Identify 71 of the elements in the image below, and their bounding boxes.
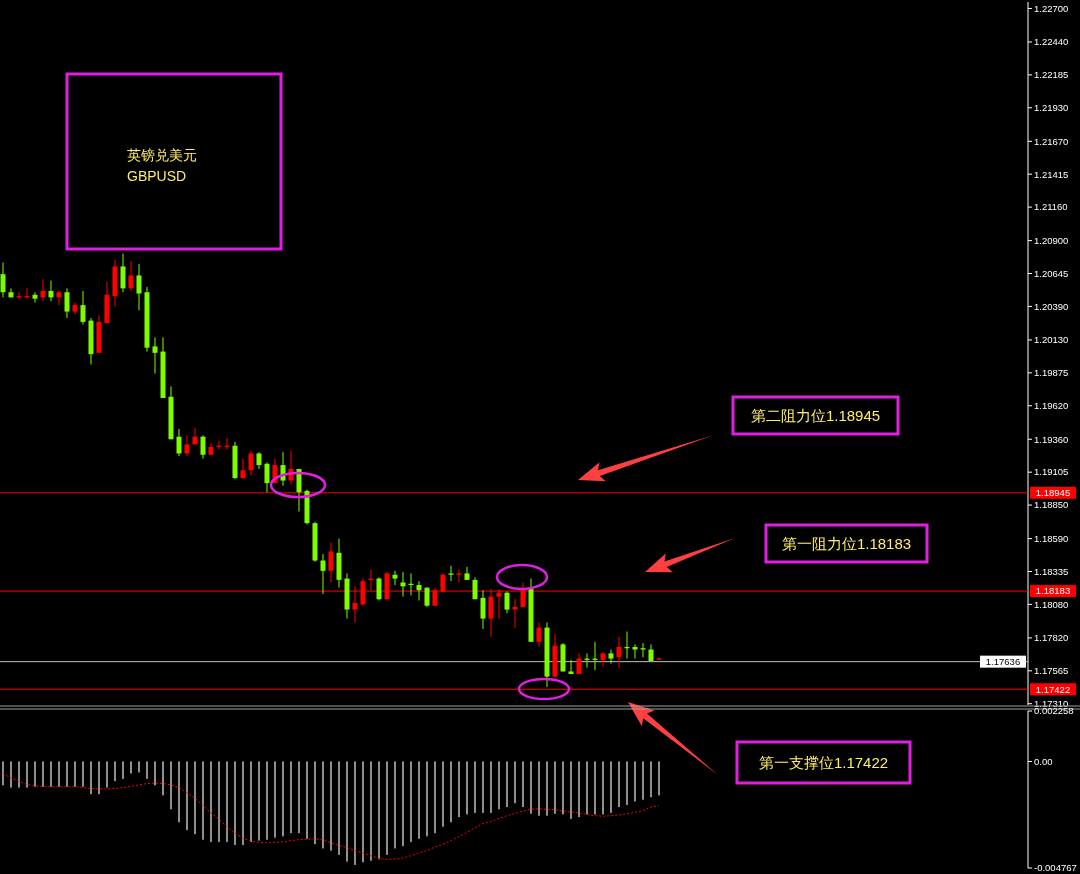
candlestick [600,651,606,667]
candlestick [176,428,182,457]
candlestick [416,580,422,602]
candlestick [32,291,38,304]
y-tick-label: 1.19620 [1034,400,1069,412]
ref-line-label: 1.18183 [1035,585,1071,597]
ref-line-label: 1.17636 [985,655,1021,667]
line-series [2,773,660,860]
y-tick-label: 1.19105 [1034,466,1069,478]
y-tick-label: -0.004767 [1034,862,1077,874]
candlestick [184,434,190,457]
y-tick-label: 1.19360 [1034,433,1069,445]
candlestick [328,541,334,583]
y-tick-label: 1.18335 [1034,565,1069,577]
candlestick [192,427,198,445]
candlestick [264,462,270,493]
candlestick [448,565,454,582]
candlestick [56,290,62,306]
candlestick [632,643,638,660]
candlestick [480,589,486,630]
candlestick [464,566,470,581]
y-tick-label: 1.20645 [1034,267,1069,279]
y-tick-label: 1.22185 [1034,69,1069,81]
ref-line-label: 1.18945 [1035,487,1071,499]
y-tick-label: 1.21930 [1034,102,1069,114]
candlestick [64,287,70,319]
y-tick-label: 1.21415 [1034,168,1069,180]
y-tick-label: 1.18850 [1034,499,1069,511]
candlestick [640,642,646,658]
annotation: 英镑兑美元 [127,147,197,163]
y-tick-label: 1.17565 [1034,665,1069,677]
candlestick [128,260,134,292]
y-tick-label: 1.21160 [1034,201,1068,213]
y-tick-label: 1.22440 [1034,36,1069,48]
candlestick [504,590,510,614]
candlestick [80,290,86,325]
candlestick [152,336,158,374]
candlestick [240,458,246,480]
y-tick-label: 1.21670 [1034,135,1069,147]
candlestick [536,621,542,648]
y-tick-label: 1.20130 [1034,334,1069,346]
y-tick-label: 1.20390 [1034,300,1069,312]
candlestick [512,598,518,629]
y-tick-label: 1.17820 [1034,632,1069,644]
candlestick [456,569,462,583]
y-tick-label: 1.20900 [1034,234,1069,246]
candlestick [376,576,382,602]
candlestick [568,659,574,675]
y-tick-label: 1.22700 [1034,2,1069,14]
candlestick [608,649,614,665]
candlestick [120,253,126,293]
text: 第一支撑位1.17422 [758,753,889,771]
candlestick [200,434,206,460]
y-tick-label: 0.00 [1034,755,1053,767]
candlestick [320,553,326,595]
candlestick [616,636,622,669]
y-tick-label: 1.19875 [1034,367,1069,379]
candlestick [48,280,54,302]
annotation: 第一阻力位1.18183 [781,534,912,552]
candlestick [40,278,46,302]
ref-line-label: 1.17422 [1035,683,1071,695]
candlestick [0,262,6,298]
annotation: GBPUSD [127,168,187,184]
candlestick [248,450,254,476]
candlestick [296,468,302,513]
y-tick-label: 1.18590 [1034,532,1069,544]
candlestick [400,571,406,598]
candlestick [392,570,398,586]
candlestick [136,263,142,311]
annotation: 第二阻力位1.18945 [750,406,881,424]
y-tick-label: 1.18080 [1034,598,1069,610]
